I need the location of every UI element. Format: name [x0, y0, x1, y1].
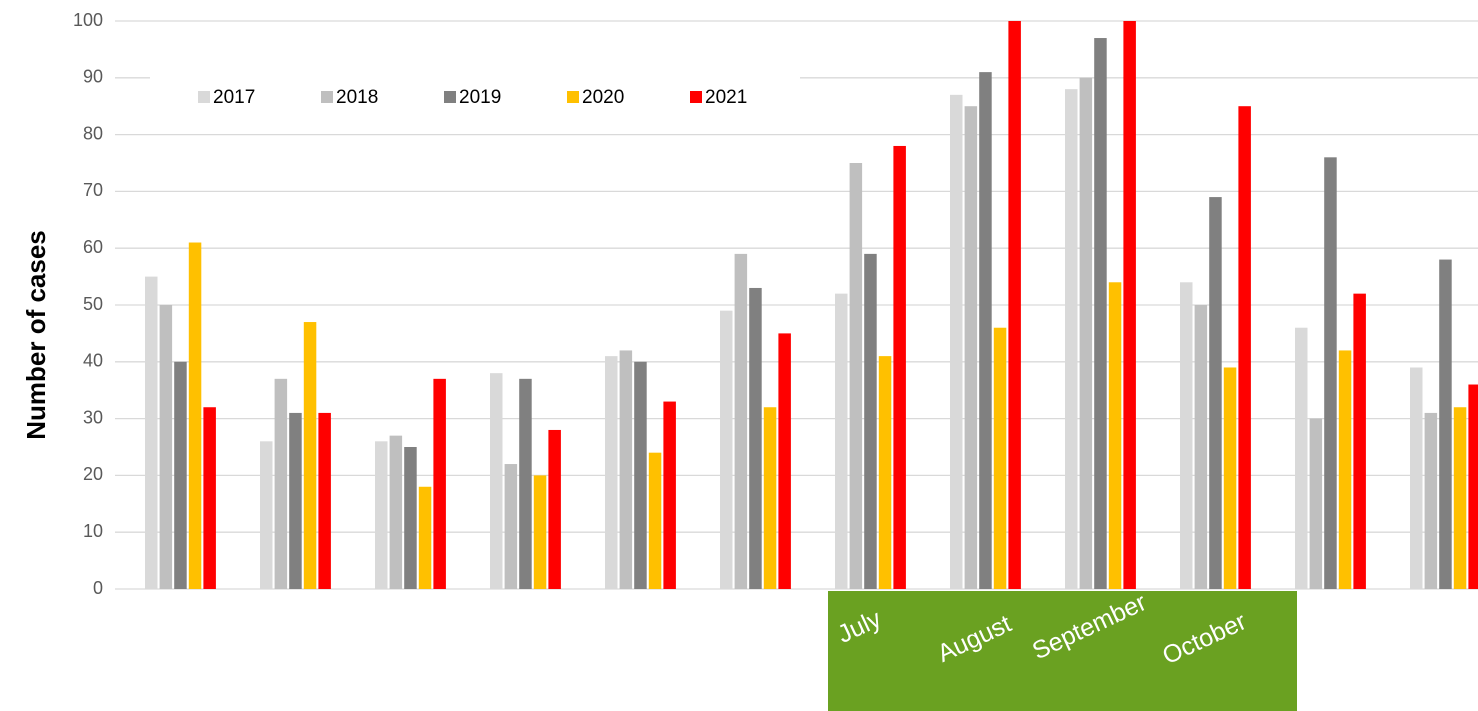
bar — [619, 350, 633, 589]
highlight-box — [828, 591, 1297, 711]
bar — [648, 452, 662, 589]
bar — [504, 464, 518, 589]
legend-label: 2021 — [705, 87, 747, 108]
bar — [1410, 367, 1423, 589]
bar — [1065, 89, 1078, 589]
bar — [634, 361, 647, 589]
bar — [1180, 282, 1193, 589]
bar — [1108, 282, 1122, 589]
bar — [318, 412, 331, 589]
bar — [778, 333, 791, 589]
bar — [1309, 418, 1323, 589]
bar — [303, 322, 317, 589]
bar — [878, 356, 892, 589]
bar — [1424, 412, 1438, 589]
bar — [1123, 21, 1136, 589]
y-tick-label: 10 — [83, 521, 103, 541]
y-tick-label: 40 — [83, 351, 103, 371]
y-tick-label: 50 — [83, 294, 103, 314]
bar — [1353, 293, 1366, 589]
bar — [533, 475, 547, 589]
bar — [188, 242, 202, 589]
bar — [663, 401, 676, 589]
bar — [289, 412, 302, 589]
bar — [835, 293, 848, 589]
bar — [734, 253, 748, 589]
bar — [763, 407, 777, 589]
y-tick-label: 20 — [83, 464, 103, 484]
y-tick-label: 80 — [83, 123, 103, 143]
bar — [1209, 197, 1222, 589]
bar — [159, 305, 173, 589]
legend-label: 2018 — [336, 87, 378, 108]
bar — [864, 253, 877, 589]
bar — [1094, 38, 1107, 590]
bar — [1338, 350, 1352, 589]
legend-swatch — [690, 91, 702, 103]
bar — [433, 378, 446, 589]
bar — [749, 287, 762, 589]
y-tick-label: 60 — [83, 237, 103, 257]
legend-swatch — [444, 91, 456, 103]
legend-swatch — [567, 91, 579, 103]
bar — [950, 94, 963, 589]
bar — [1453, 407, 1467, 589]
bar — [1238, 106, 1251, 589]
y-tick-label: 90 — [83, 67, 103, 87]
bar — [389, 435, 403, 589]
y-tick-label: 100 — [73, 10, 103, 30]
legend-label: 2017 — [213, 87, 255, 108]
bar — [418, 486, 432, 589]
bar — [964, 106, 978, 589]
legend-label: 2019 — [459, 87, 501, 108]
y-tick-label: 0 — [93, 578, 103, 598]
legend-swatch — [198, 91, 210, 103]
bar — [993, 327, 1007, 589]
bar — [145, 276, 158, 589]
bar — [548, 429, 561, 589]
bar — [404, 447, 417, 589]
y-axis-label: Number of cases — [21, 230, 51, 440]
bar — [375, 441, 388, 589]
bar — [605, 356, 618, 589]
bar — [1295, 327, 1308, 589]
bar — [1324, 157, 1337, 589]
bar — [274, 378, 288, 589]
legend-swatch — [321, 91, 333, 103]
bar — [720, 310, 733, 589]
bar — [1468, 384, 1478, 589]
bar — [1008, 21, 1021, 589]
bar — [849, 163, 863, 589]
y-tick-label: 30 — [83, 407, 103, 427]
bar — [490, 373, 503, 589]
bar — [203, 407, 216, 589]
bar — [1079, 77, 1093, 590]
bar — [1194, 305, 1208, 589]
bar — [519, 378, 532, 589]
bar — [1223, 367, 1237, 589]
bar — [260, 441, 273, 589]
legend-label: 2020 — [582, 87, 624, 108]
bar — [1439, 259, 1452, 589]
bar — [174, 361, 187, 589]
bar — [979, 72, 992, 590]
bar — [893, 145, 906, 589]
y-tick-label: 70 — [83, 180, 103, 200]
